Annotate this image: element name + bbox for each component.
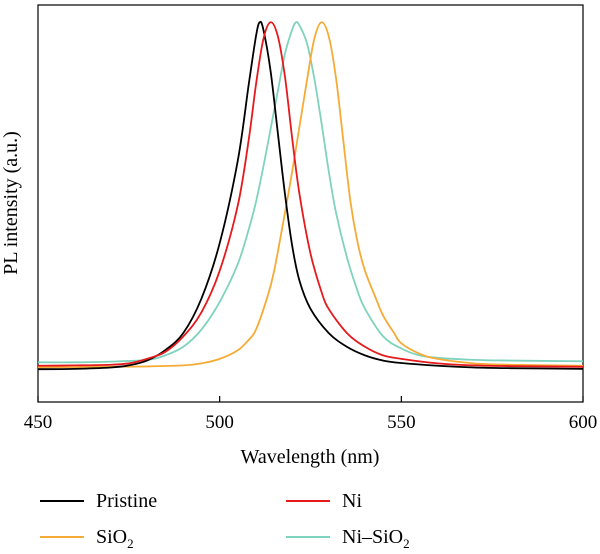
series-line-ni [37, 21, 584, 368]
x-tick-label: 600 [569, 412, 598, 433]
series-curves [37, 20, 584, 371]
plot-frame [37, 4, 584, 403]
x-axis-ticks: 450 500 550 600 [24, 396, 598, 433]
legend-label-ni: Ni [342, 490, 362, 512]
legend-label-pristine: Pristine [96, 490, 157, 512]
series-line-ni-sio2 [37, 21, 584, 364]
x-tick-label: 500 [205, 412, 234, 433]
series-line-sio2 [37, 21, 584, 369]
legend-label-sio2: SiO2 [96, 526, 134, 551]
legend-label-ni-sio2: Ni–SiO2 [342, 526, 410, 551]
legend: Pristine Ni SiO2 Ni–SiO2 [40, 490, 410, 551]
x-tick-label: 450 [24, 412, 53, 433]
y-axis-label: PL intensity (a.u.) [0, 131, 22, 275]
x-axis-label: Wavelength (nm) [241, 446, 380, 468]
series-line-pristine [37, 20, 584, 371]
x-tick-label: 550 [387, 412, 416, 433]
